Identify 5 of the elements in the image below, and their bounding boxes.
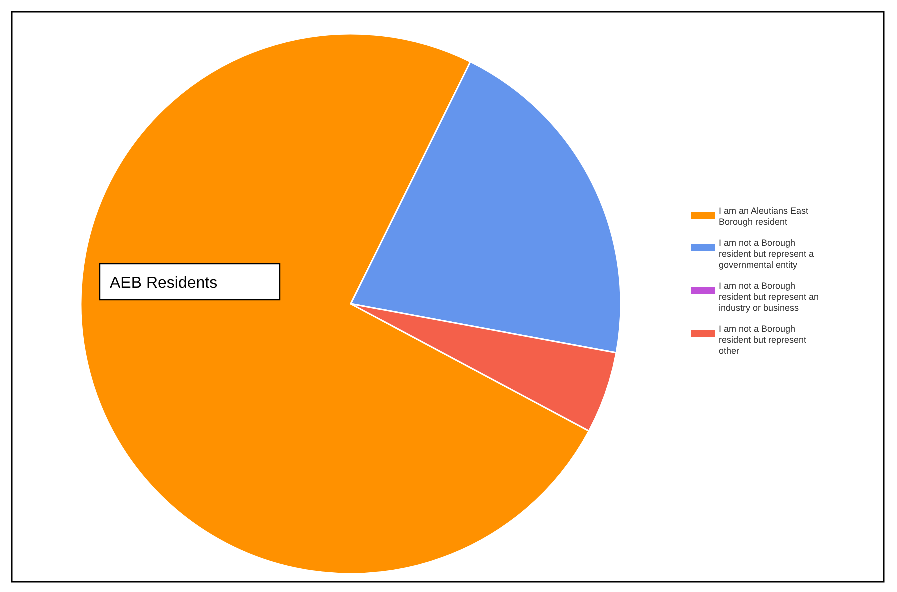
legend-label: I am not a Borough resident but represent other [719, 324, 808, 356]
legend-label: I am an Aleutians East Borough resident [719, 206, 810, 227]
legend-label: I am not a Borough resident but represent an industry or business [719, 281, 820, 313]
text: AEB Residents [110, 275, 218, 292]
legend-label: I am not a Borough resident but represent a governmental entity [719, 238, 814, 270]
